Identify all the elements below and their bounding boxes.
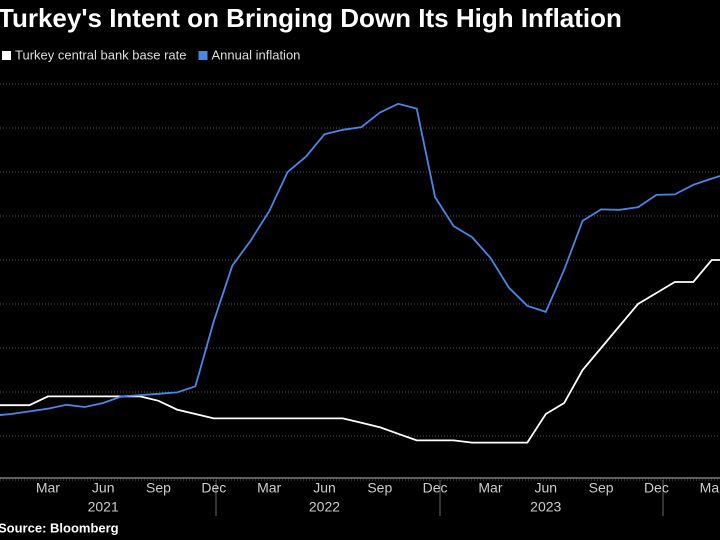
legend: Turkey central bank base rate Annual infl… <box>2 47 300 62</box>
year-label: 2023 <box>530 499 561 515</box>
x-axis: Mar Jun Sep Dec Mar Jun Sep Dec Mar Jun Sep Dec Mar 2… <box>0 477 720 516</box>
legend-label: Annual inflation <box>212 47 301 62</box>
data-line <box>0 102 720 416</box>
x-tick-label: Dec <box>201 480 226 496</box>
data-line <box>0 259 720 444</box>
x-tick-label: Mar <box>36 480 60 496</box>
source: Source: Bloomberg <box>0 520 119 535</box>
x-tick-label: Mar <box>257 480 281 496</box>
x-tick-label: Jun <box>534 480 557 496</box>
x-tick-label: Jun <box>313 480 336 496</box>
x-tick-label: Dec <box>423 480 448 496</box>
legend-label: Turkey central bank base rate <box>15 47 187 62</box>
x-tick-label: Mar <box>478 480 502 496</box>
x-tick-label: Sep <box>367 480 392 496</box>
legend-swatch <box>2 51 11 60</box>
x-tick-label: Jun <box>92 480 115 496</box>
plot <box>0 102 720 444</box>
year-label: 2022 <box>309 499 340 515</box>
x-tick-label: Sep <box>589 480 614 496</box>
year-label: 2021 <box>88 499 119 515</box>
chart-title: Turkey's Intent on Bringing Down Its Hig… <box>0 3 622 33</box>
legend-swatch <box>198 51 208 60</box>
x-tick-label: Mar <box>700 480 720 496</box>
x-tick-label: Sep <box>146 480 171 496</box>
x-tick-label: Dec <box>644 480 669 496</box>
grid <box>0 83 720 481</box>
